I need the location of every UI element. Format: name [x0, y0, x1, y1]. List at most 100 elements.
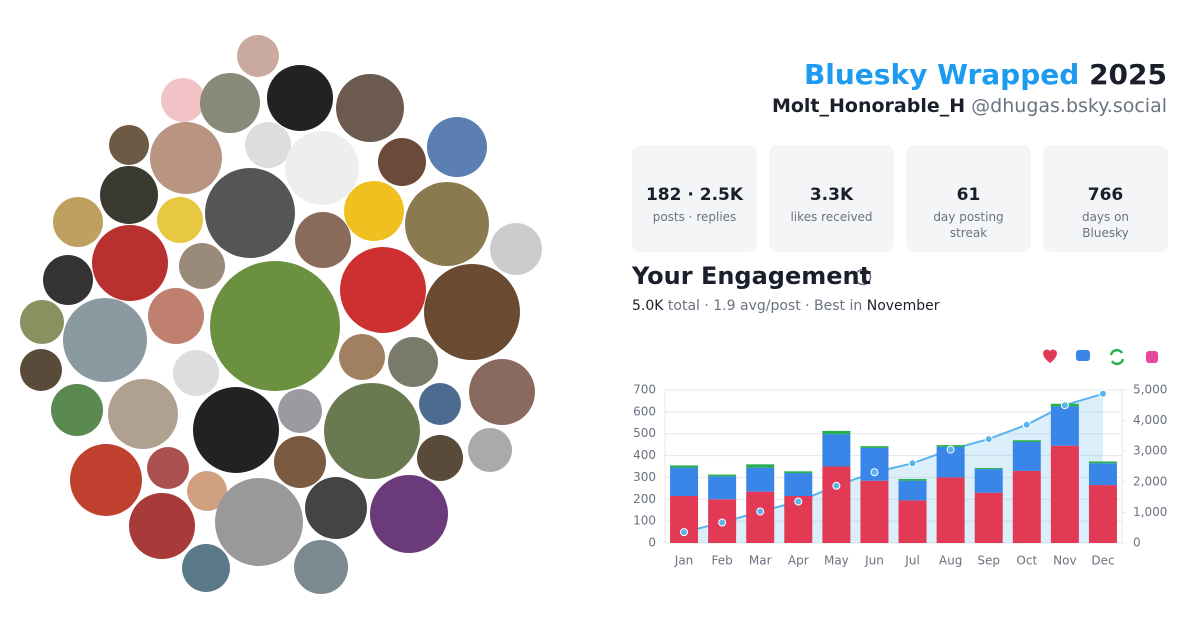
y-tick-label: 300 [633, 470, 656, 484]
line-point [870, 468, 879, 477]
avatar [173, 350, 219, 396]
line-point [908, 459, 917, 468]
avatar [129, 493, 195, 559]
avatar [161, 78, 205, 122]
avatar [147, 447, 189, 489]
line-point [680, 528, 689, 537]
avatar [245, 122, 291, 168]
x-tick-label: Dec [1091, 554, 1114, 568]
avatar [424, 264, 520, 360]
avatar [157, 197, 203, 243]
bar-segment [1012, 470, 1041, 543]
bar-segment [708, 474, 737, 477]
avatar [237, 35, 279, 77]
y-tick-label: 700 [633, 383, 656, 397]
bar-segment [784, 473, 813, 497]
x-tick-label: Jun [864, 554, 884, 568]
avatar [43, 255, 93, 305]
avatar [388, 337, 438, 387]
y-tick-label: 100 [633, 514, 656, 528]
avatar [150, 122, 222, 194]
avatar [92, 225, 168, 301]
section-title: Your Engagement [632, 262, 872, 290]
line-point [832, 481, 841, 490]
stat-card: 61 day posting streak [906, 145, 1031, 252]
legend-icons [1043, 348, 1158, 366]
avatar [215, 478, 303, 566]
info-icon [854, 268, 872, 286]
avatar [20, 349, 62, 391]
legend-replies [1076, 350, 1090, 361]
bar-segment [1050, 445, 1079, 543]
avatar [469, 359, 535, 425]
bar-segment [898, 500, 927, 543]
avatar [187, 471, 227, 511]
x-tick-label: Jan [674, 554, 694, 568]
y2-tick-label: 5,000 [1133, 383, 1167, 397]
avatar [378, 138, 426, 186]
avatar [305, 477, 367, 539]
avatar [405, 182, 489, 266]
y2-tick-label: 2,000 [1133, 474, 1167, 488]
y2-tick-label: 0 [1133, 536, 1141, 550]
x-tick-label: Apr [788, 554, 809, 568]
avatar [193, 387, 279, 473]
avatar [51, 384, 103, 436]
year: 2025 [1089, 58, 1167, 91]
x-tick-label: Mar [749, 554, 772, 568]
best-month: November [866, 298, 940, 314]
line-point [984, 435, 993, 444]
bar-segment [1088, 485, 1117, 543]
stat-label: posts · replies [652, 210, 737, 224]
avatar [200, 73, 260, 133]
bar-segment [860, 446, 889, 448]
bar-segment [822, 466, 851, 543]
line-point [718, 518, 727, 527]
avatar [295, 212, 351, 268]
avatar [182, 544, 230, 592]
avatar [417, 435, 463, 481]
stat-card: 182 · 2.5K posts · replies [632, 145, 757, 252]
y2-tick-label: 1,000 [1133, 505, 1167, 519]
avatar [340, 247, 426, 333]
bar-segment [746, 491, 775, 543]
x-tick-label: Aug [939, 554, 962, 568]
stat-label: day posting streak [933, 210, 1004, 240]
stat-value: 182 · 2.5K [645, 185, 744, 205]
avatar [109, 125, 149, 165]
avatar-collage [20, 35, 542, 594]
avatar [419, 383, 461, 425]
bar-segment [1012, 442, 1041, 471]
display-name: Molt_Honorable_H [771, 95, 966, 117]
x-tick-label: Nov [1053, 554, 1076, 568]
avatar [108, 379, 178, 449]
bar-segment [974, 469, 1003, 493]
line-point [946, 445, 955, 454]
avatar [324, 383, 420, 479]
avatar [490, 223, 542, 275]
bar-segment [1088, 463, 1117, 486]
y2-tick-label: 4,000 [1133, 413, 1167, 427]
avatar [285, 131, 359, 205]
line-point [794, 497, 803, 506]
avatar [294, 540, 348, 594]
handle: @dhugas.bsky.social [971, 95, 1167, 117]
avatar [267, 65, 333, 131]
y2-tick-label: 3,000 [1133, 444, 1167, 458]
avatar [210, 261, 340, 391]
app-title: Bluesky Wrapped [803, 58, 1080, 91]
x-tick-label: Feb [712, 554, 733, 568]
total: 5.0K [632, 298, 664, 314]
avatar [70, 444, 142, 516]
bar-segment [670, 465, 699, 468]
bar-segment [974, 468, 1003, 470]
line-point [1060, 401, 1069, 410]
bar-segment [746, 467, 775, 492]
summary-text: total · 1.9 avg/post · Best in [667, 298, 863, 314]
avatar [63, 298, 147, 382]
stat-label: likes received [790, 210, 873, 224]
bar-segment [974, 492, 1003, 543]
avatar [278, 389, 322, 433]
summary: 5.0K total · 1.9 avg/post · Best in Nove… [632, 298, 940, 314]
avatar [370, 475, 448, 553]
